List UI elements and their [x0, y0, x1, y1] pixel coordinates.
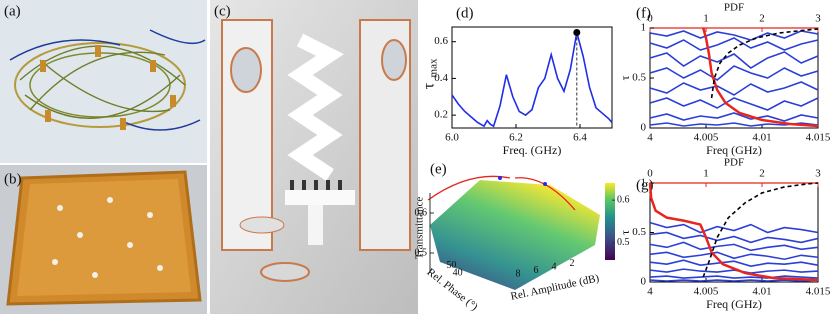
y-tick-label: 0 — [641, 276, 647, 288]
x2-tick-label: 1 — [703, 168, 709, 180]
colorbar-tick-label: 0.5 — [617, 237, 630, 248]
surface-plot — [427, 175, 615, 290]
z-tick-label: 0.5 — [415, 247, 428, 258]
photo-c — [210, 0, 418, 314]
series-line — [649, 112, 819, 122]
x-tick-label: 8 — [516, 269, 521, 280]
x2-tick-label: 2 — [759, 13, 765, 25]
y-label-sub: max — [428, 58, 440, 77]
plot-frame — [451, 26, 613, 129]
x2-label: PDF — [724, 2, 744, 14]
x-tick-label: 4 — [647, 286, 653, 298]
panel-label: (c) — [214, 3, 231, 19]
panel-label: (g) — [636, 177, 654, 193]
x2-tick-label: 3 — [815, 13, 821, 25]
x-label: Freq (GHz) — [706, 143, 762, 157]
panel-label: (a) — [4, 3, 21, 19]
x-tick-label: 4.005 — [694, 286, 719, 298]
series-line — [649, 97, 819, 111]
x-tick-label: 2 — [570, 258, 575, 269]
y-label: τ — [618, 75, 632, 80]
x2-tick-label: 0 — [647, 168, 653, 180]
plot-frame — [649, 182, 819, 283]
x-tick-label: 4 — [552, 261, 557, 272]
series-line — [649, 275, 819, 279]
x-tick-label: 6.4 — [573, 132, 587, 144]
z-label: Transmittance — [414, 197, 426, 260]
series-line — [649, 65, 819, 81]
x-tick-label: 6.0 — [445, 132, 459, 144]
panel-label: (b) — [4, 171, 22, 187]
x2-tick-label: 1 — [703, 13, 709, 25]
y-tick-label: 0 — [641, 122, 647, 134]
series-line — [701, 27, 819, 128]
y-tick-label: 0.6 — [434, 35, 448, 47]
x2-label: PDF — [724, 157, 744, 169]
panel-label: (e) — [430, 161, 447, 177]
x-tick-label: 4.01 — [752, 286, 771, 298]
x-tick-label: 6.2 — [509, 132, 523, 144]
y-tick-label: 0.5 — [632, 226, 646, 238]
series-line — [648, 182, 819, 282]
y-tick-label: 0.2 — [434, 109, 448, 121]
series-line — [649, 51, 819, 69]
series-line — [702, 182, 819, 278]
colorbar-tick-label: 0.6 — [617, 194, 630, 205]
series-line — [649, 279, 819, 282]
series-line — [451, 32, 613, 128]
x-label: Freq (GHz) — [706, 297, 762, 311]
y-tick-label: 50 — [446, 260, 456, 271]
x-tick-label: 4.005 — [694, 132, 719, 144]
series-line — [649, 241, 819, 252]
series-line — [649, 259, 819, 267]
series-line — [710, 28, 819, 99]
x-tick-label: 4.01 — [752, 132, 771, 144]
x2-tick-label: 0 — [647, 13, 653, 25]
series-line — [649, 231, 819, 244]
x-tick-label: 6 — [534, 265, 539, 276]
photo-a — [0, 0, 207, 163]
x2-tick-label: 3 — [815, 168, 821, 180]
photo-b — [0, 165, 207, 314]
x-tick-label: 4.015 — [806, 132, 830, 144]
z-tick-label: 0.6 — [415, 207, 428, 218]
y-label-main: τ — [421, 82, 438, 89]
series-line — [649, 268, 819, 274]
series-line — [649, 81, 819, 96]
x2-tick-label: 2 — [759, 168, 765, 180]
y-tick-label: 0.5 — [632, 72, 646, 84]
panel-label: (f) — [636, 5, 651, 21]
y-label: τ max — [421, 58, 440, 89]
series-line — [649, 251, 819, 261]
peak-marker — [573, 29, 581, 37]
y-label: τ — [618, 230, 632, 235]
y-tick-label: 1 — [641, 22, 647, 34]
y-tick-label: 40 — [453, 267, 463, 278]
y-tick-label: 1 — [641, 177, 647, 189]
series-line — [649, 37, 819, 51]
y-tick-label: 0.4 — [434, 72, 448, 84]
x-tick-label: 4 — [647, 132, 653, 144]
series-line — [649, 221, 819, 234]
x-label: Freq. (GHz) — [503, 143, 562, 157]
x-tick-label: 4.015 — [806, 286, 830, 298]
panel-label: (d) — [456, 5, 474, 21]
series-line — [649, 30, 819, 41]
